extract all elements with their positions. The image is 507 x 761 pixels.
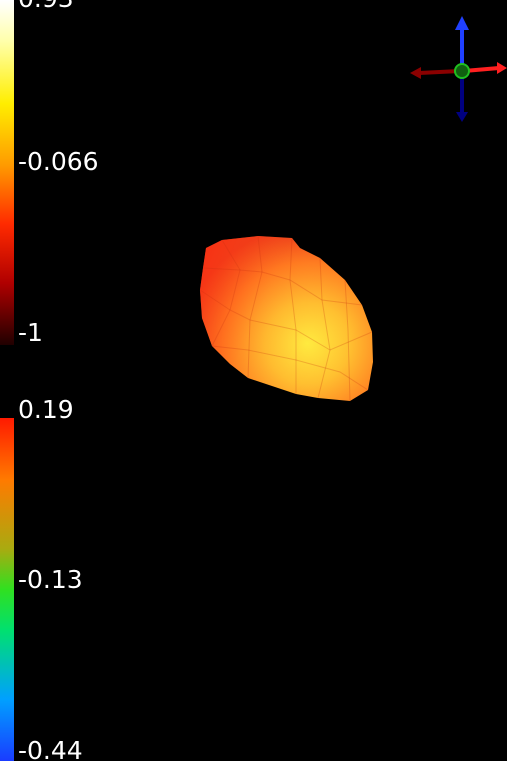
colorbar-bottom-max-label: 0.19 bbox=[18, 395, 74, 424]
axis-neg-z-arrow-icon bbox=[456, 112, 468, 122]
axes-gizmo[interactable] bbox=[405, 10, 507, 125]
colorbar-bottom-mid-label: -0.13 bbox=[18, 565, 83, 594]
colorbar-top-mid-label: -0.066 bbox=[18, 147, 99, 176]
surface-mesh[interactable] bbox=[199, 235, 373, 402]
colorbar-top-max-label: 0.93 bbox=[18, 0, 74, 11]
axis-neg-x-line bbox=[418, 69, 461, 75]
axis-z-arrow-icon bbox=[455, 16, 469, 30]
axis-x-arrow-icon bbox=[497, 62, 507, 74]
colorbar-bottom bbox=[0, 418, 14, 761]
colorbar-bottom-min-label: -0.44 bbox=[18, 736, 83, 761]
mesh-shading bbox=[200, 236, 373, 401]
axis-neg-x-arrow-icon bbox=[410, 67, 421, 79]
colorbar-top-min-label: -1 bbox=[18, 318, 43, 347]
colorbar-top bbox=[0, 0, 14, 345]
axis-y-icon bbox=[454, 63, 470, 79]
mesh-facets bbox=[199, 235, 373, 402]
